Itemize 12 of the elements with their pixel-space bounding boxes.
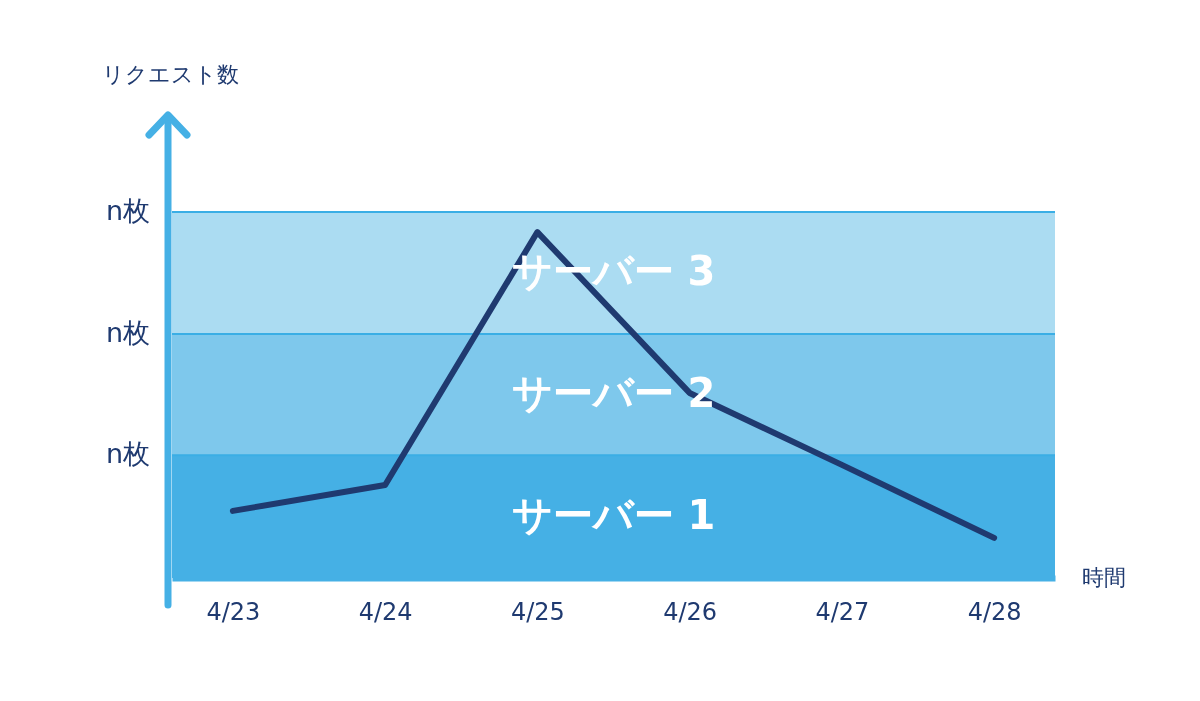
- x-tick-label: 4/28: [967, 597, 1022, 626]
- ref-line-label: n枚: [105, 317, 150, 349]
- ref-line-label: n枚: [105, 438, 150, 470]
- x-tick-label: 4/26: [663, 597, 718, 626]
- ref-line-label: n枚: [105, 195, 150, 226]
- x-tick-label: 4/25: [510, 597, 565, 626]
- x-axis-title: 時間: [1082, 565, 1126, 590]
- text: リクエスト数: [101, 62, 239, 87]
- x-tick-label: 4/27: [815, 597, 870, 626]
- x-tick-label: 4/23: [206, 597, 261, 626]
- band-label: サーバー 1: [511, 491, 716, 538]
- x-tick-label: 4/24: [358, 597, 413, 626]
